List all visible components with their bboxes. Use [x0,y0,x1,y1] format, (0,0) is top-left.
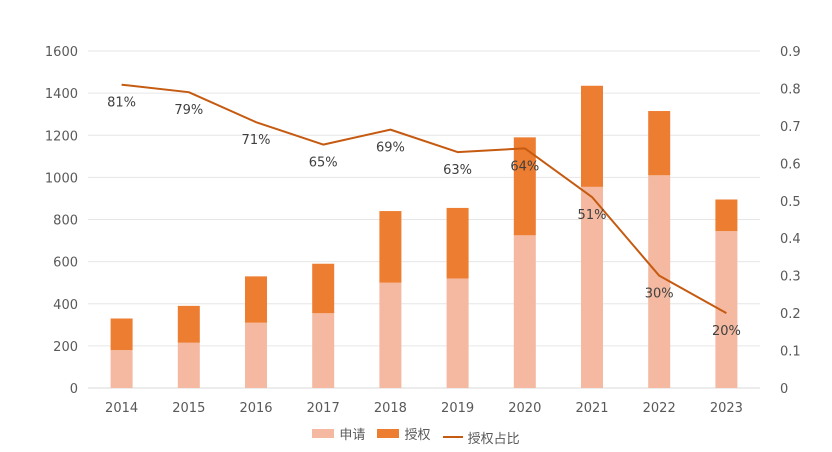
left-tick-label: 1000 [45,171,78,186]
x-tick-label: 2023 [710,401,743,416]
legend-item-apply: 申请 [312,424,365,443]
ratio-data-label: 30% [645,287,674,302]
bar-apply [648,175,671,388]
bar-apply [379,282,402,388]
x-tick-label: 2017 [307,401,340,416]
right-tick-label: 0.4 [780,232,801,247]
bar-grant [715,199,738,232]
left-tick-label: 800 [53,214,78,229]
left-axis-ticks: 0 200 400 600 800 1000 1200 1400 1600 [45,45,78,397]
bar-apply [177,342,200,388]
bar-apply [245,322,267,388]
legend-label-apply: 申请 [339,428,366,443]
bar-grant [110,318,133,351]
legend-swatch-apply [312,429,335,438]
bar-grant [312,263,335,314]
x-tick-label: 2020 [508,401,541,416]
legend-label-ratio: 授权占比 [467,431,520,447]
legend-item-grant: 授权 [377,424,431,443]
ratio-line [121,83,727,314]
left-tick-label: 1200 [45,129,78,144]
right-tick-label: 0 [780,382,788,397]
bar-grant [379,211,402,283]
right-tick-label: 0.7 [780,120,801,135]
left-tick-label: 600 [53,256,78,271]
legend-item-ratio: 授权占比 [442,428,520,447]
left-tick-label: 400 [53,298,78,313]
bar-grant [648,111,671,176]
x-tick-label: 2021 [575,401,608,416]
ratio-labels: 81% 79% 71% 65% 69% 63% 64% 51% 30% 20% [107,96,741,339]
right-tick-label: 0.3 [780,270,801,285]
ratio-data-label: 63% [443,163,472,178]
bar-grant [446,207,469,279]
gridlines [88,50,760,389]
x-tick-label: 2022 [643,401,676,416]
legend-swatch-grant [377,429,400,438]
ratio-data-label: 69% [376,141,405,156]
right-tick-label: 0.6 [780,157,801,172]
right-tick-label: 0.2 [780,307,801,322]
left-tick-label: 1600 [45,45,78,60]
bars [110,85,738,388]
legend-line-ratio [442,436,463,438]
legend-label-grant: 授权 [404,428,431,443]
bar-apply [715,231,738,388]
ratio-line-group [121,83,727,314]
x-tick-label: 2015 [172,401,205,416]
x-tick-label: 2018 [374,401,407,416]
right-tick-label: 0.5 [780,195,801,210]
left-tick-label: 200 [53,340,78,355]
ratio-data-label: 64% [510,159,539,174]
x-tick-label: 2019 [441,401,474,416]
legend: 申请 授权 授权占比 [0,424,832,447]
bar-apply [513,235,536,388]
ratio-data-label: 20% [712,324,741,339]
bar-apply [110,350,133,388]
bar-apply [581,186,603,388]
right-tick-label: 0.8 [780,82,801,97]
left-tick-label: 1400 [45,87,78,102]
ratio-data-label: 81% [107,96,136,111]
x-tick-label: 2014 [105,401,138,416]
right-axis-ticks: 0 0.1 0.2 0.3 0.4 0.5 0.6 0.7 0.8 0.9 [780,45,801,397]
ratio-data-label: 65% [309,156,338,171]
right-tick-label: 0.9 [780,45,801,60]
bar-grant [581,85,603,187]
bar-grant [177,305,200,343]
bar-grant [245,276,267,323]
x-tick-label: 2016 [239,401,272,416]
left-tick-label: 0 [70,382,78,397]
bar-apply [446,278,469,388]
right-tick-label: 0.1 [780,345,801,360]
bar-grant [513,137,536,236]
ratio-data-label: 51% [578,208,607,223]
x-axis-ticks: 2014 2015 2016 2017 2018 2019 2020 2021 2022 2023 [105,401,743,416]
ratio-data-label: 79% [174,103,203,118]
bar-apply [312,313,335,388]
ratio-data-label: 71% [242,133,271,148]
